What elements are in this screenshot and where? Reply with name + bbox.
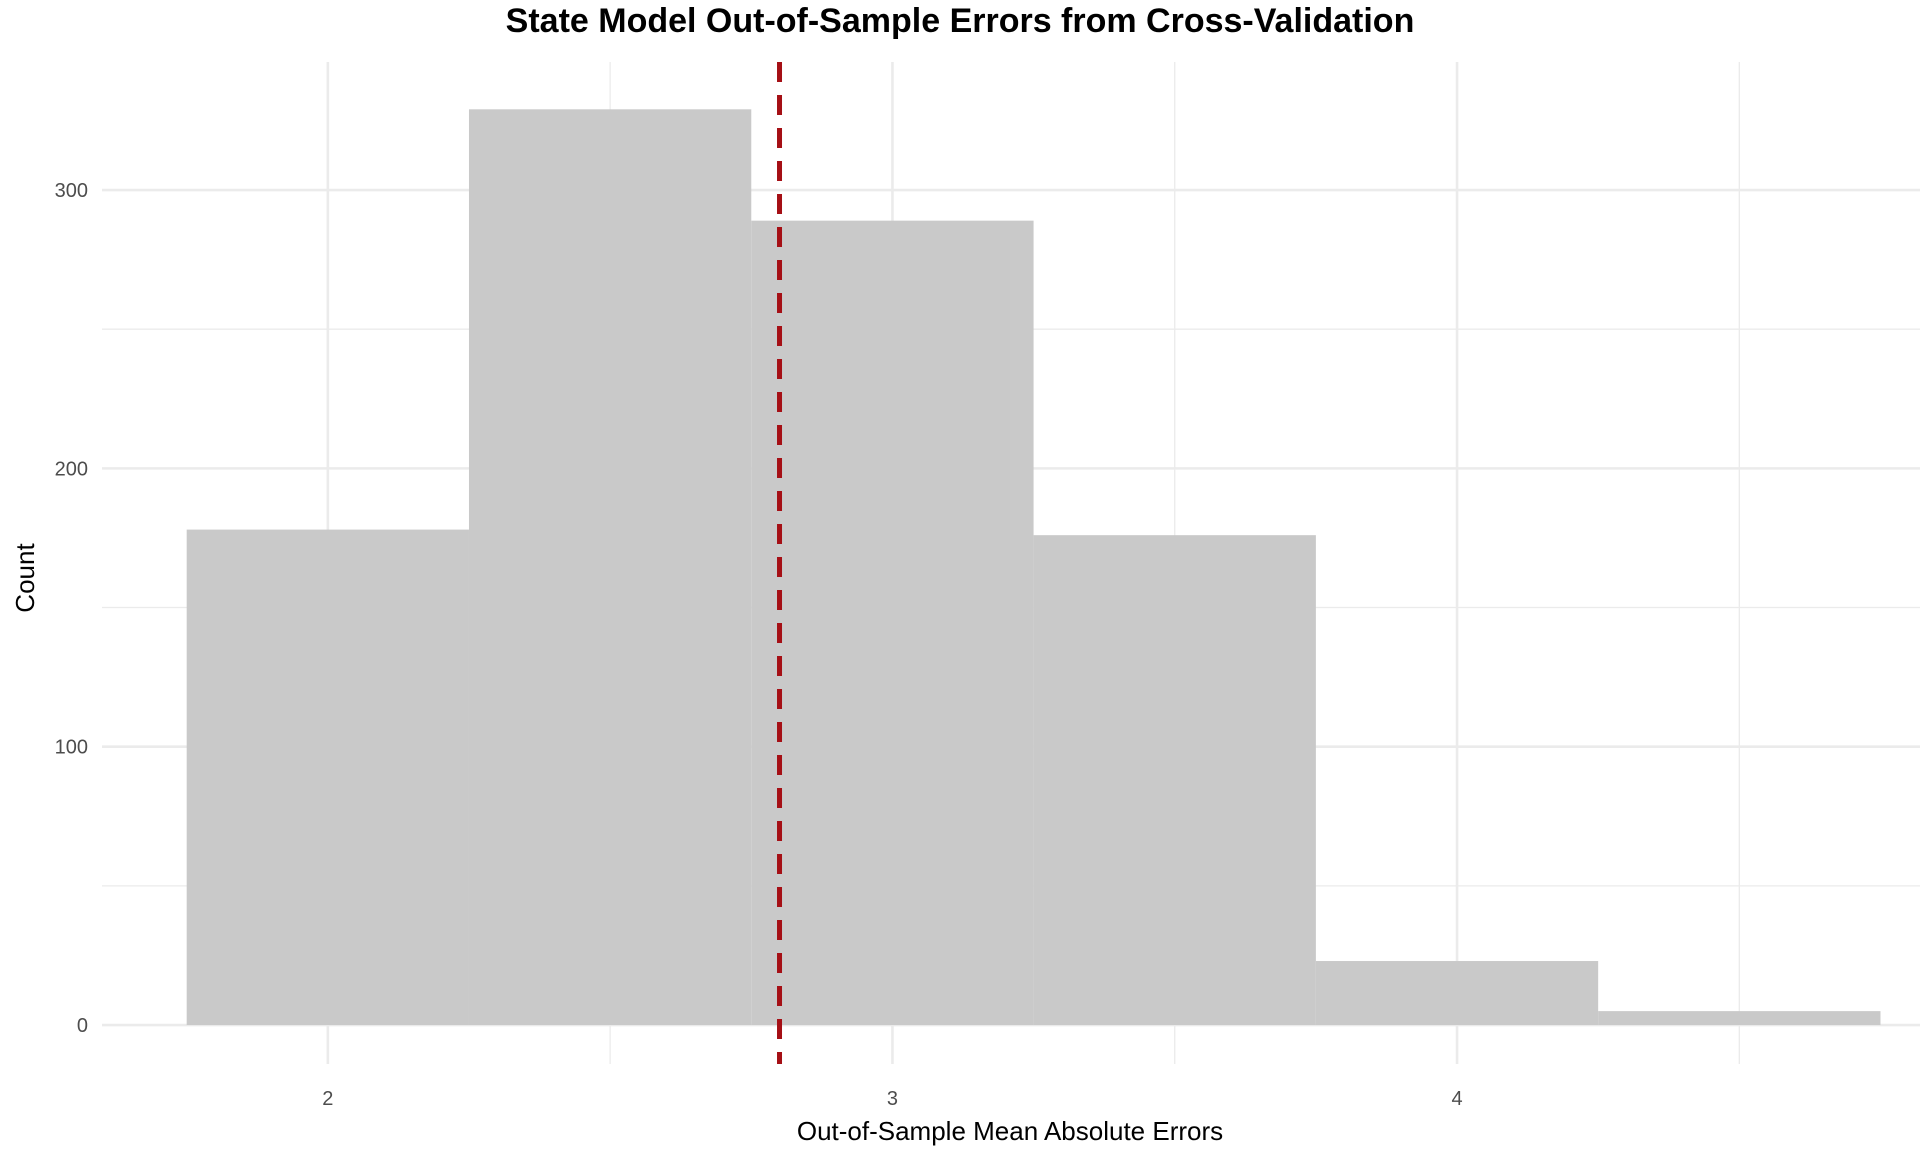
histogram-bar bbox=[751, 220, 1034, 1026]
x-tick-label: 4 bbox=[1451, 1088, 1462, 1110]
x-tick-label: 2 bbox=[322, 1088, 333, 1110]
x-tick-labels: 2 3 4 bbox=[322, 1088, 1462, 1110]
x-tick-label: 3 bbox=[887, 1088, 898, 1110]
y-tick-label: 0 bbox=[77, 1015, 88, 1037]
y-tick-label: 300 bbox=[55, 180, 88, 202]
y-tick-label: 100 bbox=[55, 737, 88, 759]
y-tick-label: 200 bbox=[55, 458, 88, 480]
histogram-bar bbox=[1598, 1011, 1881, 1026]
histogram-bar bbox=[186, 529, 469, 1026]
x-axis-title: Out-of-Sample Mean Absolute Errors bbox=[797, 1116, 1223, 1146]
histogram-bar bbox=[1315, 961, 1599, 1026]
y-axis-title: Count bbox=[10, 543, 40, 613]
histogram-bar bbox=[1033, 535, 1316, 1026]
chart-title: State Model Out-of-Sample Errors from Cr… bbox=[505, 2, 1415, 40]
histogram-bars bbox=[186, 109, 1881, 1026]
y-tick-labels: 0 100 200 300 bbox=[55, 180, 88, 1037]
histogram-bar bbox=[468, 109, 752, 1026]
